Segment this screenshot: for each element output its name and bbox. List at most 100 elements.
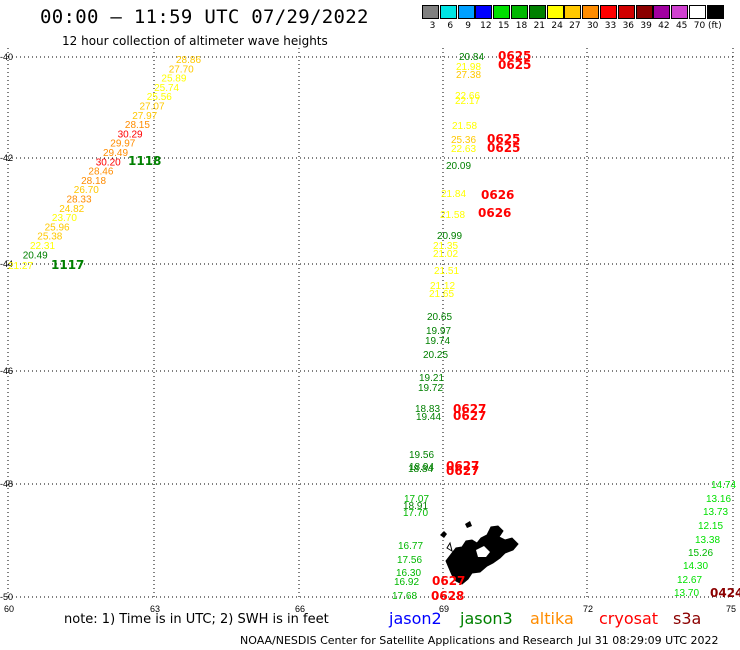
- wave-height-cryosat: 21.12: [430, 281, 455, 292]
- wave-height-s3a: 14.74: [711, 480, 736, 491]
- wave-height-cryosat: 22.66: [455, 91, 480, 102]
- lat-label: -50: [0, 592, 13, 602]
- wave-height-altika: 28.33: [67, 195, 92, 206]
- scale-swatch: [582, 5, 600, 19]
- scale-label: 15: [497, 21, 510, 31]
- wave-height-altika: 28.86: [176, 55, 201, 66]
- map-subtitle: 12 hour collection of altimeter wave hei…: [62, 34, 328, 48]
- lon-label: 72: [583, 604, 593, 614]
- scale-swatch: [546, 5, 564, 19]
- lon-label: 60: [4, 604, 14, 614]
- wave-height-s3a: 13.70: [674, 588, 699, 599]
- wave-height-cryosat: 18.83: [415, 404, 440, 415]
- scale-swatch: [706, 5, 724, 19]
- wave-height-altika: 27.70: [169, 64, 194, 75]
- lon-label: 75: [726, 604, 736, 614]
- wave-height-altika: 30.20: [96, 157, 121, 168]
- scale-swatch: [475, 5, 493, 19]
- scale-swatch: [635, 5, 653, 19]
- wave-height-cryosat: 20.99: [437, 231, 462, 242]
- map-title: 00:00 — 11:59 UTC 07/29/2022: [40, 6, 369, 28]
- wave-height-altika: 27.97: [132, 111, 157, 122]
- wave-height-cryosat: 19.97: [426, 326, 451, 337]
- wave-height-cryosat: 20.65: [427, 312, 452, 323]
- pass-time-label: 0628: [431, 589, 464, 603]
- wave-height-altika: 29.97: [110, 139, 135, 150]
- wave-height-altika: 24.82: [59, 204, 84, 215]
- wave-height-s3a: 13.73: [703, 507, 728, 518]
- wave-height-cryosat: 16.30: [396, 568, 421, 579]
- pass-time-label: 0424: [710, 586, 740, 600]
- wave-height-altika: 25.56: [147, 92, 172, 103]
- scale-label: 33: [604, 21, 617, 31]
- wave-height-altika: 30.29: [118, 129, 143, 140]
- wave-height-points: 28.8627.7025.8925.7425.5627.0727.9728.15…: [8, 49, 740, 603]
- satellite-legend-jason3: jason3: [460, 609, 513, 628]
- pass-time-label: 0627: [446, 459, 479, 473]
- scale-swatch: [617, 5, 635, 19]
- scale-label: 70: [693, 21, 706, 31]
- lat-label: -42: [0, 153, 13, 163]
- pass-time-label: 1118: [128, 154, 161, 168]
- scale-swatch: [689, 5, 706, 19]
- satellite-legend-jason2: jason2: [389, 609, 442, 628]
- wave-height-altika: 28.15: [125, 120, 150, 131]
- footer-credit: NOAA/NESDIS Center for Satellite Applica…: [240, 634, 574, 647]
- wave-height-altika: 27.07: [140, 102, 165, 113]
- wave-height-altika: 25.74: [154, 83, 179, 94]
- wave-height-cryosat: 21.35: [433, 241, 458, 252]
- scale-label: 42: [658, 21, 670, 31]
- lat-label: -44: [0, 259, 13, 269]
- wave-height-cryosat: 17.56: [397, 555, 422, 566]
- wave-height-altika: 20.49: [23, 250, 48, 261]
- scale-label: 24: [551, 21, 563, 31]
- scale-swatch: [422, 5, 439, 19]
- pass-time-label: 0625: [487, 132, 520, 146]
- scale-swatch: [653, 5, 671, 19]
- pass-time-label: 0626: [481, 188, 514, 202]
- wave-height-altika: 26.70: [74, 185, 99, 196]
- scale-swatch: [511, 5, 528, 19]
- pass-time-label: 0625: [498, 49, 531, 63]
- scale-label: 30: [586, 21, 599, 31]
- wave-height-s3a: 14.30: [683, 561, 708, 572]
- pass-time-label: 0627: [453, 409, 486, 423]
- axis-labels: -40 -42 -44 -46 -48 -50 60 63 66 69 72 75: [0, 52, 736, 614]
- wave-height-cryosat: 17.07: [404, 494, 429, 505]
- scale-swatch: [671, 5, 689, 19]
- wave-height-altika: 25.38: [37, 232, 62, 243]
- scale-label: 39: [640, 21, 652, 31]
- wave-height-altika: 28.46: [88, 167, 113, 178]
- scale-label: 27: [569, 21, 581, 31]
- satellite-legend-altika: altika: [530, 609, 574, 628]
- wave-height-cryosat: 19.74: [425, 336, 450, 347]
- wave-height-s3a: 12.15: [698, 521, 723, 532]
- wave-height-cryosat: 21.58: [452, 121, 477, 132]
- wave-height-cryosat: 27.38: [456, 70, 481, 81]
- lon-label: 63: [150, 604, 160, 614]
- wave-height-cryosat: 20.09: [446, 161, 471, 172]
- wave-height-cryosat: 21.84: [441, 189, 466, 200]
- wave-height-cryosat: 25.36: [451, 135, 476, 146]
- wave-height-cryosat: 20.25: [423, 350, 448, 361]
- wave-height-altika: 29.49: [103, 148, 128, 159]
- pass-time-label: 0627: [453, 402, 486, 416]
- scale-swatch: [439, 5, 457, 19]
- wave-height-cryosat: 17.70: [403, 508, 428, 519]
- satellite-legend-s3a: s3a: [673, 609, 702, 628]
- scale-unit: (ft): [708, 21, 722, 31]
- scale-label: 3: [429, 21, 436, 31]
- pass-time-label: 0626: [478, 206, 511, 220]
- pass-time-label: 1117: [51, 258, 84, 272]
- wave-height-cryosat: 21.65: [429, 289, 454, 300]
- wave-height-cryosat: 17.68: [392, 591, 417, 602]
- scale-label: 6: [447, 21, 454, 31]
- wave-height-cryosat: 16.77: [398, 541, 423, 552]
- lat-lon-grid: [7, 48, 736, 598]
- wave-height-cryosat: 19.44: [416, 412, 441, 423]
- scale-swatch: [564, 5, 582, 19]
- wave-height-altika: 21.27: [8, 261, 33, 272]
- wave-height-cryosat: 21.02: [433, 249, 458, 260]
- scale-swatch: [528, 5, 546, 19]
